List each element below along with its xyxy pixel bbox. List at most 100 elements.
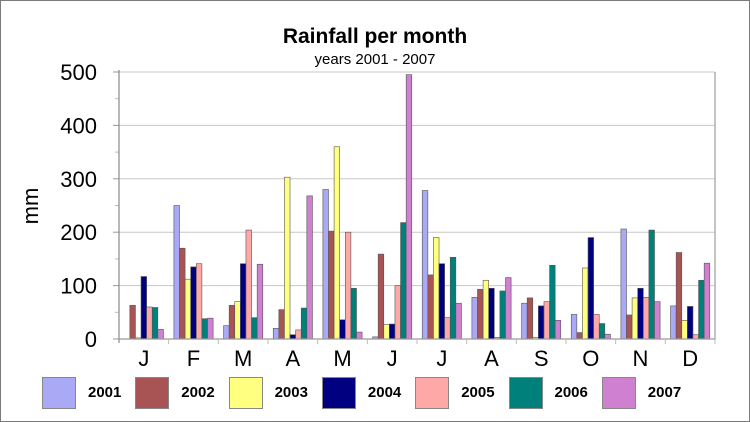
x-tick-label: A: [484, 346, 499, 371]
bar-2003-9: [582, 268, 588, 339]
bar-2006-8: [550, 265, 556, 339]
legend-label: 2001: [88, 384, 121, 401]
y-axis-label: mm: [18, 188, 43, 225]
y-tick-label: 100: [60, 274, 97, 299]
legend-label: 2004: [368, 384, 401, 401]
bar-2002-1: [180, 248, 186, 339]
bar-2002-10: [627, 315, 633, 339]
bar-2002-11: [676, 252, 682, 339]
y-tick-label: 200: [60, 220, 97, 245]
bar-2005-4: [345, 232, 351, 339]
legend-label: 2002: [181, 384, 214, 401]
y-tick-label: 400: [60, 113, 97, 138]
bar-2004-6: [439, 264, 445, 339]
bar-2006-11: [699, 280, 705, 339]
legend-swatch: [509, 377, 543, 409]
bar-2007-0: [158, 329, 164, 339]
bar-2001-1: [174, 206, 180, 340]
x-tick-label: J: [387, 346, 398, 371]
bar-2002-8: [527, 298, 533, 339]
bar-2006-7: [500, 291, 506, 339]
bar-2003-4: [334, 147, 340, 339]
bar-2001-4: [323, 189, 329, 339]
bar-2006-9: [599, 324, 605, 339]
bar-2005-1: [196, 264, 202, 339]
bar-2007-4: [357, 332, 363, 339]
bar-2004-3: [290, 335, 296, 339]
bar-2005-8: [544, 302, 550, 339]
bar-2004-5: [389, 324, 395, 339]
bar-2006-6: [450, 257, 456, 339]
x-tick-label: D: [682, 346, 698, 371]
bar-2004-9: [588, 238, 594, 339]
bar-2002-3: [279, 310, 285, 339]
legend-label: 2006: [555, 384, 588, 401]
bars: [130, 75, 710, 339]
bar-2007-2: [257, 264, 263, 339]
legend-label: 2007: [648, 384, 681, 401]
bar-2006-2: [252, 318, 258, 339]
bar-2006-3: [301, 308, 307, 339]
y-tick-labels: 0 100 200 300 400 500: [60, 60, 97, 352]
bar-2002-7: [478, 289, 484, 339]
bar-2007-11: [704, 263, 710, 339]
bar-2003-11: [682, 320, 688, 339]
bar-2005-6: [445, 318, 451, 339]
bar-2002-5: [378, 254, 384, 339]
bar-2005-0: [147, 307, 153, 339]
bar-2001-3: [273, 328, 279, 339]
bar-2002-4: [329, 231, 335, 339]
bar-2007-10: [655, 302, 661, 339]
bar-2003-10: [632, 298, 638, 339]
y-tick-label: 0: [85, 327, 97, 352]
bar-2004-7: [489, 288, 495, 339]
bar-2001-7: [472, 297, 478, 339]
y-tick-label: 300: [60, 167, 97, 192]
bar-2002-0: [130, 305, 136, 339]
bar-2003-6: [433, 238, 439, 339]
bar-2004-2: [240, 264, 246, 339]
bar-2007-9: [605, 334, 611, 339]
bar-2007-3: [307, 196, 313, 339]
bar-2004-0: [141, 277, 147, 339]
bar-2003-2: [235, 302, 241, 339]
x-tick-label: J: [436, 346, 447, 371]
bar-2006-4: [351, 288, 357, 339]
bar-2004-11: [687, 306, 693, 339]
bar-2006-10: [649, 230, 655, 339]
legend: 2001 2002 2003 2004 2005 2006 2007: [42, 377, 722, 409]
bar-2001-10: [621, 229, 627, 339]
bar-2005-10: [643, 297, 649, 339]
bar-2003-3: [284, 177, 290, 339]
bar-2003-7: [483, 280, 489, 339]
x-tick-label: O: [582, 346, 599, 371]
x-tick-label: F: [187, 346, 200, 371]
bar-2006-5: [401, 223, 407, 339]
x-tick-label: M: [333, 346, 351, 371]
x-tick-label: M: [234, 346, 252, 371]
bar-2005-9: [594, 314, 600, 339]
bar-2007-7: [506, 278, 512, 339]
bar-2005-11: [693, 335, 699, 339]
x-tick-label: S: [534, 346, 549, 371]
bar-2005-2: [246, 230, 252, 339]
bar-2002-2: [229, 305, 235, 339]
legend-label: 2005: [461, 384, 494, 401]
legend-swatch: [135, 377, 169, 409]
bar-2007-8: [555, 320, 561, 339]
x-tick-label: J: [138, 346, 149, 371]
bar-2004-10: [638, 288, 644, 339]
bar-2003-5: [384, 325, 390, 339]
legend-swatch: [42, 377, 76, 409]
bar-2006-0: [152, 307, 158, 339]
x-tick-label: A: [285, 346, 300, 371]
x-tick-label: N: [633, 346, 649, 371]
bar-2003-1: [185, 279, 191, 339]
bar-2001-2: [224, 326, 230, 339]
bar-2001-9: [571, 314, 577, 339]
legend-swatch: [602, 377, 636, 409]
bar-2007-5: [406, 75, 412, 339]
bar-2001-6: [422, 191, 428, 339]
